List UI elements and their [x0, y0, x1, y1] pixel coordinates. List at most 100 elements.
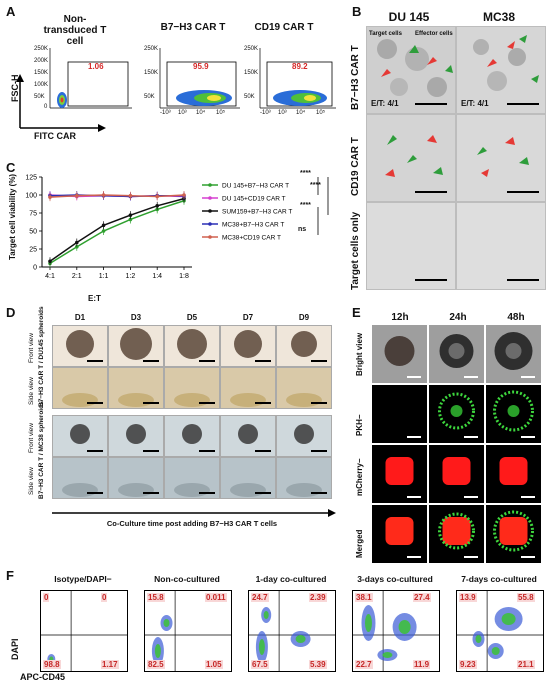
- mcherry-blob: [442, 457, 471, 485]
- panel-e-image: [372, 445, 427, 503]
- panel-f-plot: 0 0 98.8 1.17: [40, 590, 128, 672]
- quadrant-value: 0.011: [205, 593, 227, 602]
- spheroid-mark: [120, 328, 152, 360]
- panel-b-row-cd19: CD19 CAR T: [350, 137, 361, 196]
- a-ytick: 150K: [144, 70, 159, 76]
- c-ytick-label: 50: [29, 229, 37, 236]
- c-legend-label: MC38+B7−H3 CAR T: [222, 222, 284, 229]
- c-xtick-label: 1:2: [126, 273, 136, 280]
- c-data-point: [128, 193, 133, 198]
- panel-d-front-view-image: [52, 325, 108, 367]
- a-ytick: 100K: [34, 82, 49, 88]
- panel-f-plot: 38.1 27.4 22.7 11.9: [352, 590, 440, 672]
- scale-bar: [415, 191, 447, 193]
- mcherry-blob: [499, 457, 528, 485]
- flow-plot-cd19: [259, 48, 336, 109]
- panel-d-front-view-image: [276, 325, 332, 367]
- spheroid-mark: [177, 329, 207, 359]
- spheroid-mark: [66, 330, 94, 358]
- scale-bar: [407, 376, 421, 378]
- scale-bar: [87, 402, 103, 404]
- panel-e-image: [372, 385, 427, 443]
- quadrant-value: 55.8: [517, 593, 535, 602]
- quadrant-value: 98.8: [43, 660, 61, 669]
- panel-c-x-label: E:T: [88, 294, 101, 303]
- scatter-core: [295, 635, 306, 643]
- panel-e-time-12h: 12h: [391, 312, 409, 323]
- c-data-point: [101, 193, 106, 197]
- merged-red: [499, 517, 528, 545]
- panel-d-side-label: Side view: [28, 377, 35, 405]
- scale-bar: [507, 279, 539, 281]
- c-data-point: [182, 193, 186, 197]
- panel-f-plot: 13.9 55.8 9.23 21.1: [456, 590, 544, 672]
- panel-e-image: [429, 385, 484, 443]
- c-series-line: [49, 197, 185, 262]
- c-data-point: [48, 195, 52, 199]
- a-xtick: 10³: [278, 110, 287, 116]
- panel-d-front-view-image: [108, 325, 164, 367]
- a-ytick: 50K: [144, 94, 155, 100]
- c-ytick-label: 75: [29, 211, 37, 218]
- scale-bar: [143, 360, 159, 362]
- scatter-core: [263, 611, 269, 619]
- c-series-line: [49, 200, 185, 265]
- spheroid-side-mark: [118, 483, 154, 497]
- panel-d-footer: Co-Culture time post adding B7−H3 CAR T …: [106, 519, 278, 528]
- quadrant-value: 1.05: [205, 660, 223, 669]
- c-data-point: [75, 240, 79, 245]
- c-legend-marker: [208, 183, 212, 187]
- micrograph-b-du145-target: [366, 202, 456, 290]
- quadrant-value: 24.7: [251, 593, 269, 602]
- scale-bar: [407, 436, 421, 438]
- panel-d-side-label: Side view: [28, 467, 35, 495]
- c-legend-marker: [208, 222, 212, 226]
- scale-bar: [143, 492, 159, 494]
- spheroid-side-mark: [62, 393, 98, 407]
- c-ytick-label: 100: [25, 193, 37, 200]
- panel-d-letter: D: [6, 305, 16, 320]
- quadrant-value: 15.8: [147, 593, 165, 602]
- scale-bar: [199, 402, 215, 404]
- panel-e-image: [372, 325, 427, 383]
- c-ytick-label: 0: [33, 265, 37, 272]
- c-legend-label: MC38+CD19 CAR T: [222, 235, 281, 242]
- et-ratio-label: E/T: 4/1: [461, 99, 489, 108]
- panel-e-time-24h: 24h: [449, 312, 467, 323]
- quadrant-value: 5.39: [309, 660, 327, 669]
- panel-e-image: [486, 325, 541, 383]
- quadrant-value: 82.5: [147, 660, 165, 669]
- target-cells-annot: Target cells: [369, 31, 402, 37]
- c-legend-marker: [208, 209, 212, 213]
- panel-d-side-view-image: [164, 457, 220, 499]
- panel-d-front-view-image: [52, 415, 108, 457]
- scale-bar: [87, 360, 103, 362]
- scale-bar: [199, 450, 215, 452]
- c-data-point: [128, 217, 133, 222]
- scatter-core: [163, 619, 170, 627]
- pkh-ring: [438, 392, 475, 430]
- quadrant-value: 1.17: [101, 660, 119, 669]
- c-xtick-label: 4:1: [45, 273, 55, 280]
- a-xtick: 10⁵: [216, 110, 226, 116]
- spheroid-side-mark: [62, 483, 98, 497]
- panel-d-day-label: D3: [130, 313, 142, 322]
- spheroid-mark: [234, 330, 262, 358]
- spheroid-side-mark: [174, 483, 210, 497]
- scale-bar: [311, 450, 327, 452]
- effector-cells-annot: Effector cells: [415, 31, 453, 37]
- panel-f: Isotype/DAPI− 0 0 98.8 1.17 Non-co-cultured 15…: [0, 568, 550, 684]
- micrograph-b-mc38-b7h3: E/T: 4/1: [456, 26, 546, 114]
- stat-2: ****: [310, 182, 321, 189]
- c-legend-marker: [208, 196, 212, 200]
- a-ytick: 250K: [144, 46, 159, 52]
- scale-bar: [521, 376, 535, 378]
- scale-bar: [311, 402, 327, 404]
- micrograph-b-mc38-cd19: [456, 114, 546, 202]
- c-data-point: [155, 194, 159, 199]
- scale-bar: [415, 103, 447, 105]
- panel-e-time-48h: 48h: [507, 312, 525, 323]
- panel-e-row-merged: Merged: [355, 529, 364, 558]
- mcherry-blob: [385, 457, 414, 485]
- quadrant-value: 11.9: [413, 660, 431, 669]
